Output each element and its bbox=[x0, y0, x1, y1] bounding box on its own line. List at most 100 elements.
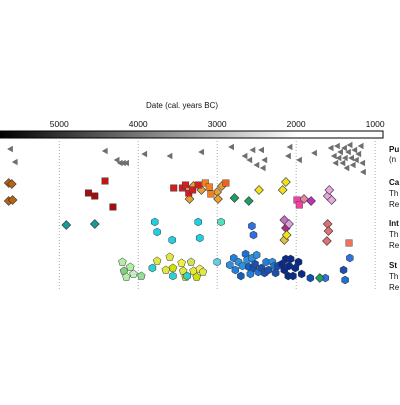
data-point-triangle bbox=[286, 143, 293, 151]
data-point-triangle bbox=[198, 148, 204, 156]
data-point-triangle bbox=[341, 144, 347, 152]
data-point-diamond bbox=[7, 195, 18, 205]
data-point-hexagon bbox=[306, 273, 315, 283]
data-point-hexagon bbox=[237, 271, 245, 281]
data-point-triangle bbox=[335, 154, 342, 162]
data-point-diamond bbox=[89, 219, 100, 229]
x-tick-label: 4000 bbox=[129, 119, 148, 129]
data-point-triangle bbox=[355, 150, 362, 158]
data-point-pentagon bbox=[122, 272, 131, 281]
row-label: St bbox=[389, 261, 397, 270]
data-point-triangle bbox=[352, 156, 359, 164]
data-point-hexagon bbox=[297, 269, 306, 279]
data-point-triangle bbox=[337, 148, 343, 156]
data-point-triangle bbox=[357, 142, 364, 150]
gridlines bbox=[58, 138, 376, 290]
data-point-square bbox=[101, 177, 109, 185]
data-point-diamond bbox=[326, 195, 337, 205]
data-point-hexagon bbox=[168, 235, 176, 245]
data-point-hexagon bbox=[339, 265, 348, 275]
data-point-diamond bbox=[61, 220, 72, 230]
x-tick-label: 1000 bbox=[366, 119, 385, 129]
data-point-diamond bbox=[324, 185, 335, 195]
data-point-triangle bbox=[246, 156, 253, 164]
data-point-pentagon bbox=[192, 272, 201, 281]
data-point-pentagon bbox=[126, 262, 135, 271]
data-point-diamond bbox=[314, 273, 325, 283]
data-point-hexagon bbox=[217, 217, 225, 227]
data-point-hexagon bbox=[226, 260, 234, 270]
data-point-triangle bbox=[330, 152, 337, 160]
row-label: Re bbox=[389, 200, 400, 209]
data-point-pentagon bbox=[186, 257, 196, 266]
data-point-diamond bbox=[243, 196, 254, 206]
row-label: Th bbox=[389, 272, 398, 281]
data-point-triangle bbox=[11, 158, 18, 166]
data-point-hexagon bbox=[294, 257, 303, 267]
data-point-triangle bbox=[249, 146, 256, 154]
data-point-triangle bbox=[123, 159, 129, 167]
data-point-square bbox=[295, 201, 303, 209]
data-point-diamond bbox=[306, 196, 316, 206]
data-point-triangle bbox=[360, 168, 366, 176]
data-point-hexagon bbox=[151, 217, 159, 227]
time-gradient-bar bbox=[0, 130, 384, 139]
data-point-diamond bbox=[281, 177, 291, 187]
data-point-triangle bbox=[359, 159, 366, 167]
x-tick-label: 2000 bbox=[287, 119, 306, 129]
row-label: Th bbox=[389, 189, 398, 198]
data-point-pentagon bbox=[177, 258, 186, 267]
data-point-triangle bbox=[113, 156, 120, 164]
data-point-pentagon bbox=[168, 263, 178, 272]
data-point-triangle bbox=[119, 159, 126, 167]
data-point-triangle bbox=[333, 142, 340, 150]
row-label: Re bbox=[389, 283, 400, 292]
data-point-triangle bbox=[311, 149, 317, 157]
data-point-hexagon bbox=[289, 271, 297, 281]
data-point-square bbox=[205, 183, 213, 191]
data-point-square bbox=[201, 179, 209, 187]
data-point-hexagon bbox=[194, 217, 202, 227]
row-labels: Pu(n Ca Th Re Int Th Re St Th Re bbox=[389, 145, 400, 292]
data-point-pentagon bbox=[118, 257, 127, 266]
data-point-triangle bbox=[285, 152, 291, 160]
data-point-pentagon bbox=[137, 271, 146, 280]
data-point-hexagon bbox=[252, 250, 261, 260]
data-point-pentagon bbox=[165, 252, 175, 261]
data-point-hexagon bbox=[183, 271, 191, 281]
data-point-hexagon bbox=[251, 259, 259, 269]
x-tick-label: 3000 bbox=[208, 119, 227, 129]
data-point-diamond bbox=[229, 193, 240, 203]
data-point-triangle bbox=[261, 156, 268, 164]
data-point-hexagon bbox=[346, 253, 354, 263]
data-point-hexagon bbox=[153, 227, 161, 237]
data-point-triangle bbox=[346, 141, 353, 149]
data-point-hexagon bbox=[196, 233, 204, 243]
data-point-hexagon bbox=[249, 230, 258, 240]
x-tick-label: 5000 bbox=[50, 119, 69, 129]
data-marks bbox=[3, 141, 366, 285]
data-point-hexagon bbox=[262, 257, 270, 267]
data-point-triangle bbox=[349, 161, 356, 169]
data-point-square bbox=[194, 181, 202, 189]
data-point-triangle bbox=[339, 159, 346, 167]
data-point-triangle bbox=[327, 144, 334, 152]
data-point-hexagon bbox=[248, 221, 256, 231]
data-point-triangle bbox=[116, 159, 123, 167]
data-point-triangle bbox=[296, 156, 302, 164]
data-point-triangle bbox=[341, 154, 348, 162]
data-point-triangle bbox=[345, 148, 351, 156]
data-point-pentagon bbox=[198, 267, 208, 276]
data-point-square bbox=[109, 203, 117, 211]
data-point-triangle bbox=[101, 147, 108, 155]
data-point-triangle bbox=[351, 146, 358, 154]
data-point-diamond bbox=[323, 226, 334, 236]
data-point-hexagon bbox=[285, 261, 293, 271]
data-point-triangle bbox=[348, 154, 355, 162]
x-axis-ticks: 5000 4000 3000 2000 1000 bbox=[50, 119, 385, 129]
data-point-diamond bbox=[213, 194, 223, 204]
x-axis-title: Date (cal. years BC) bbox=[146, 101, 218, 110]
data-point-diamond bbox=[254, 185, 264, 195]
